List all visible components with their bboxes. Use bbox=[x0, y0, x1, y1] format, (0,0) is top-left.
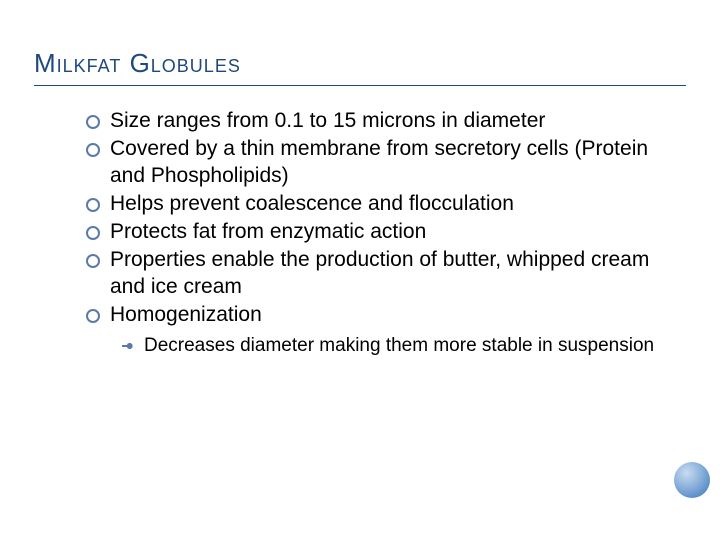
decorative-sphere-icon bbox=[674, 462, 710, 498]
list-item: Covered by a thin membrane from secretor… bbox=[86, 136, 670, 189]
sub-list-item: Decreases diameter making them more stab… bbox=[122, 334, 670, 358]
list-item: Homogenization Decreases diameter making… bbox=[86, 302, 670, 358]
list-item: Helps prevent coalescence and flocculati… bbox=[86, 191, 670, 217]
slide-body: Size ranges from 0.1 to 15 microns in di… bbox=[30, 108, 690, 358]
bullet-list: Size ranges from 0.1 to 15 microns in di… bbox=[86, 108, 670, 358]
slide-title: Milkfat Globules bbox=[34, 48, 686, 86]
list-item-label: Homogenization bbox=[110, 303, 262, 326]
list-item: Protects fat from enzymatic action bbox=[86, 219, 670, 245]
list-item: Size ranges from 0.1 to 15 microns in di… bbox=[86, 108, 670, 134]
slide: Milkfat Globules Size ranges from 0.1 to… bbox=[0, 0, 720, 540]
list-item: Properties enable the production of butt… bbox=[86, 247, 670, 300]
sub-bullet-list: Decreases diameter making them more stab… bbox=[122, 334, 670, 358]
